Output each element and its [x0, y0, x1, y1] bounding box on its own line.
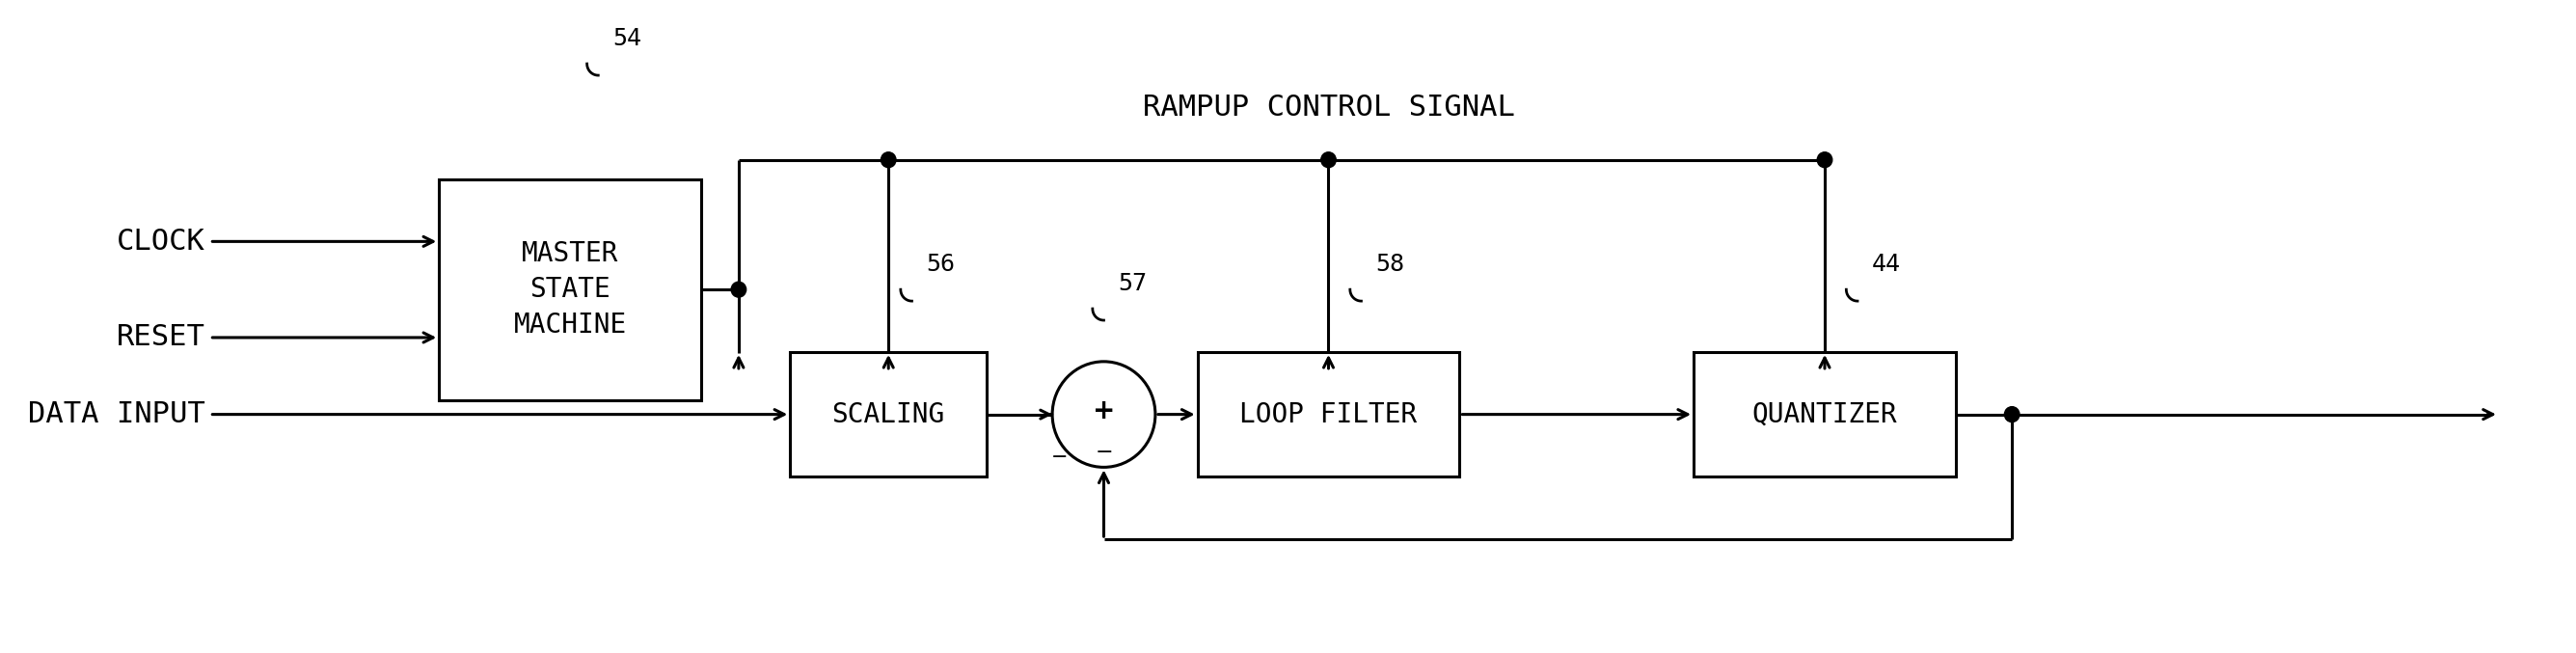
Circle shape	[2004, 407, 2020, 422]
Circle shape	[732, 282, 747, 297]
Text: 57: 57	[1118, 272, 1146, 295]
Text: −: −	[1051, 448, 1069, 468]
Text: QUANTIZER: QUANTIZER	[1752, 401, 1899, 428]
Bar	[1692, 352, 1955, 477]
Circle shape	[1816, 152, 1832, 168]
Text: MASTER
STATE
MACHINE: MASTER STATE MACHINE	[513, 240, 626, 338]
Bar	[438, 179, 701, 400]
Circle shape	[881, 152, 896, 168]
Circle shape	[1321, 152, 1337, 168]
Text: +: +	[1092, 397, 1115, 424]
Text: CLOCK: CLOCK	[116, 227, 206, 255]
Bar	[791, 352, 987, 477]
Text: DATA INPUT: DATA INPUT	[28, 400, 206, 428]
Text: LOOP FILTER: LOOP FILTER	[1239, 401, 1417, 428]
Text: RAMPUP CONTROL SIGNAL: RAMPUP CONTROL SIGNAL	[1141, 93, 1515, 121]
Text: 56: 56	[925, 253, 956, 276]
Text: −: −	[1095, 443, 1113, 462]
Text: RESET: RESET	[116, 323, 206, 351]
Bar	[1198, 352, 1461, 477]
Text: SCALING: SCALING	[832, 401, 945, 428]
Text: 54: 54	[613, 27, 641, 50]
Text: 44: 44	[1873, 253, 1901, 276]
Text: 58: 58	[1376, 253, 1404, 276]
